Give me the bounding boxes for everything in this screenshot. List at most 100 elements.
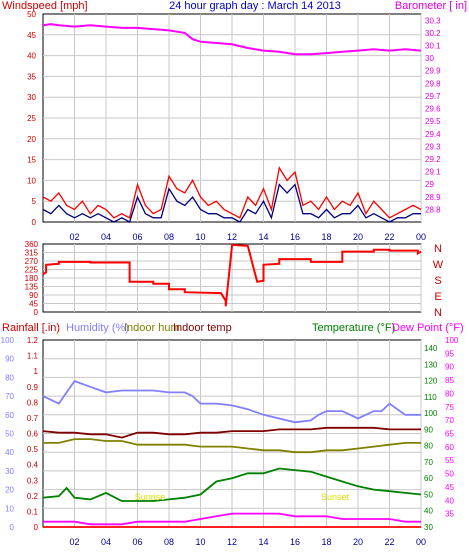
indoor-humidity-label: Indoor hum (124, 322, 180, 334)
compass-label: W (433, 259, 444, 271)
direction-tick-label: 315 (25, 249, 39, 258)
humidity-tick-label: 100 (1, 336, 15, 345)
x-tick-label: 06 (132, 232, 142, 242)
x-tick-label: 22 (384, 232, 394, 242)
humidity-tick-label: 50 (5, 430, 14, 439)
direction-tick-label: 225 (25, 266, 39, 275)
temperature-axis-label: Temperature (°F) (312, 322, 395, 334)
humidity-tick-label: 40 (5, 448, 14, 457)
x-tick-label: 00 (416, 537, 426, 547)
barometer-tick-label: 29.8 (425, 79, 441, 88)
direction-tick-label: 0 (34, 308, 39, 317)
rain-tick-label: 1.1 (27, 352, 39, 361)
indoor-temp-series (42, 426, 421, 439)
direction-tick-label: 270 (25, 257, 39, 266)
temp-tick-label: 30 (424, 523, 433, 532)
windspeed-tick-label: 0 (32, 218, 37, 227)
humidity-tick-label: 10 (5, 504, 14, 513)
temp-tick-label: 100 (424, 409, 438, 418)
compass-label: N (434, 307, 442, 319)
x-tick-label: 12 (227, 537, 237, 547)
humidity-tick-label: 20 (5, 486, 14, 495)
sunset-annotation: Sunset (321, 492, 350, 502)
wind-direction-series (42, 243, 422, 307)
temp-tick-label: 120 (424, 377, 438, 386)
x-tick-label: 16 (290, 232, 300, 242)
humidity-tick-label: 70 (5, 392, 14, 401)
rain-tick-label: 0.7 (27, 414, 39, 423)
temp-tick-label: 70 (424, 458, 433, 467)
windspeed-tick-label: 45 (27, 31, 36, 40)
temp-tick-label: 80 (424, 442, 433, 451)
humidity-series (42, 380, 421, 424)
windspeed-tick-label: 5 (32, 197, 37, 206)
direction-tick-label: 360 (25, 240, 39, 249)
direction-tick-label: 90 (29, 291, 38, 300)
barometer-tick-label: 28.8 (425, 205, 441, 214)
x-tick-label: 18 (321, 232, 331, 242)
x-tick-label: 20 (353, 537, 363, 547)
dew-tick-label: 55 (445, 456, 454, 465)
temperature-series (42, 467, 422, 502)
barometer-axis-label: Barometer [ in] (395, 0, 467, 12)
windgust-series (42, 166, 422, 219)
rain-tick-label: 0.6 (27, 430, 39, 439)
temp-tick-label: 60 (424, 474, 433, 483)
x-tick-label: 16 (290, 537, 300, 547)
barometer-tick-label: 29.9 (425, 67, 441, 76)
barometer-tick-label: 30.3 (425, 16, 441, 25)
temp-tick-label: 90 (424, 425, 433, 434)
x-tick-label: 04 (101, 537, 111, 547)
humidity-tick-label: 0 (10, 523, 15, 532)
temp-tick-label: 40 (424, 507, 433, 516)
barometer-tick-label: 29.1 (425, 168, 441, 177)
barometer-tick-label: 30.1 (425, 42, 441, 51)
windspeed-tick-label: 50 (27, 10, 36, 19)
windspeed-tick-label: 40 (27, 52, 36, 61)
x-tick-label: 06 (132, 537, 142, 547)
barometer-series (42, 23, 422, 56)
compass-label: S (434, 275, 441, 287)
direction-tick-label: 180 (25, 274, 39, 283)
x-tick-label: 10 (195, 537, 205, 547)
barometer-tick-label: 29.3 (425, 142, 441, 151)
rain-tick-label: 0.1 (27, 507, 39, 516)
dew-tick-label: 60 (445, 443, 454, 452)
rain-tick-label: 0.3 (27, 476, 39, 485)
dew-tick-label: 90 (445, 363, 454, 372)
x-tick-label: 02 (69, 537, 79, 547)
x-tick-label: 18 (321, 537, 331, 547)
humidity-tick-label: 80 (5, 373, 14, 382)
temp-tick-label: 110 (424, 393, 437, 402)
temp-tick-label: 140 (424, 344, 438, 353)
humidity-tick-label: 60 (5, 411, 14, 420)
x-tick-label: 22 (384, 537, 394, 547)
x-tick-label: 08 (164, 232, 174, 242)
humidity-tick-label: 30 (5, 467, 14, 476)
barometer-tick-label: 28.9 (425, 193, 441, 202)
rain-tick-label: 0 (34, 523, 39, 532)
x-tick-label: 12 (227, 232, 237, 242)
barometer-tick-label: 29.5 (425, 117, 441, 126)
x-tick-label: 02 (69, 232, 79, 242)
barometer-tick-label: 30.2 (425, 29, 441, 38)
windspeed-tick-label: 15 (27, 156, 36, 165)
dew-tick-label: 75 (445, 403, 454, 412)
rain-tick-label: 0.4 (27, 461, 39, 470)
windspeed-tick-label: 20 (27, 135, 36, 144)
dew-tick-label: 80 (445, 389, 454, 398)
dew-tick-label: 45 (445, 483, 454, 492)
x-tick-label: 20 (353, 232, 363, 242)
windspeed-tick-label: 30 (27, 93, 36, 102)
dew-tick-label: 70 (445, 416, 454, 425)
chart-title: 24 hour graph day : March 14 2013 (169, 0, 341, 12)
windspeed-series (42, 183, 421, 223)
windspeed-tick-label: 35 (27, 72, 36, 81)
barometer-tick-label: 29.6 (425, 105, 441, 114)
humidity-tick-label: 90 (5, 355, 14, 364)
indoor-temp-label: Indoor temp (173, 322, 232, 334)
indoor-humidity-series (43, 438, 421, 454)
windspeed-tick-label: 25 (27, 114, 36, 123)
x-tick-label: 14 (258, 232, 268, 242)
